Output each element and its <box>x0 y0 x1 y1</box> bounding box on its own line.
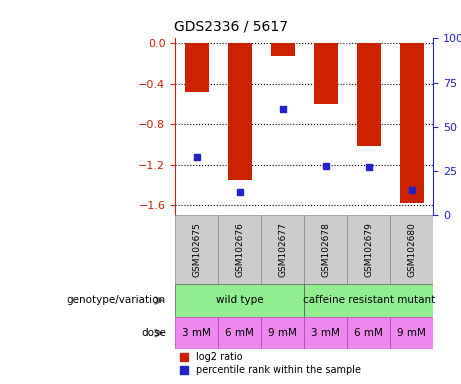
Bar <box>175 215 218 284</box>
Text: caffeine resistant mutant: caffeine resistant mutant <box>303 295 435 306</box>
Text: wild type: wild type <box>216 295 264 306</box>
Bar <box>304 215 347 284</box>
Bar <box>218 317 261 349</box>
Text: GSM102680: GSM102680 <box>408 222 416 277</box>
Bar <box>314 43 337 104</box>
Text: 6 mM: 6 mM <box>355 328 383 338</box>
Text: GSM102678: GSM102678 <box>321 222 330 277</box>
Text: 9 mM: 9 mM <box>268 328 297 338</box>
Bar <box>261 317 304 349</box>
Bar <box>304 317 347 349</box>
Text: GSM102676: GSM102676 <box>235 222 244 277</box>
Text: 3 mM: 3 mM <box>182 328 211 338</box>
Bar <box>400 43 424 203</box>
Bar <box>228 43 252 180</box>
Text: 9 mM: 9 mM <box>397 328 426 338</box>
Text: GDS2336 / 5617: GDS2336 / 5617 <box>173 19 288 33</box>
Text: GSM102675: GSM102675 <box>192 222 201 277</box>
Bar <box>175 284 304 317</box>
Bar <box>271 43 295 56</box>
Bar <box>175 317 218 349</box>
Bar <box>390 317 433 349</box>
Bar <box>261 215 304 284</box>
Text: dose: dose <box>141 328 166 338</box>
Text: genotype/variation: genotype/variation <box>67 295 166 306</box>
Text: 3 mM: 3 mM <box>311 328 340 338</box>
Bar <box>357 43 381 146</box>
Bar <box>390 215 433 284</box>
Text: GSM102677: GSM102677 <box>278 222 287 277</box>
Text: 6 mM: 6 mM <box>225 328 254 338</box>
Bar <box>347 215 390 284</box>
Bar <box>218 215 261 284</box>
Legend: log2 ratio, percentile rank within the sample: log2 ratio, percentile rank within the s… <box>180 353 361 375</box>
Bar <box>185 43 208 92</box>
Bar <box>347 317 390 349</box>
Text: GSM102679: GSM102679 <box>364 222 373 277</box>
Bar <box>304 284 433 317</box>
